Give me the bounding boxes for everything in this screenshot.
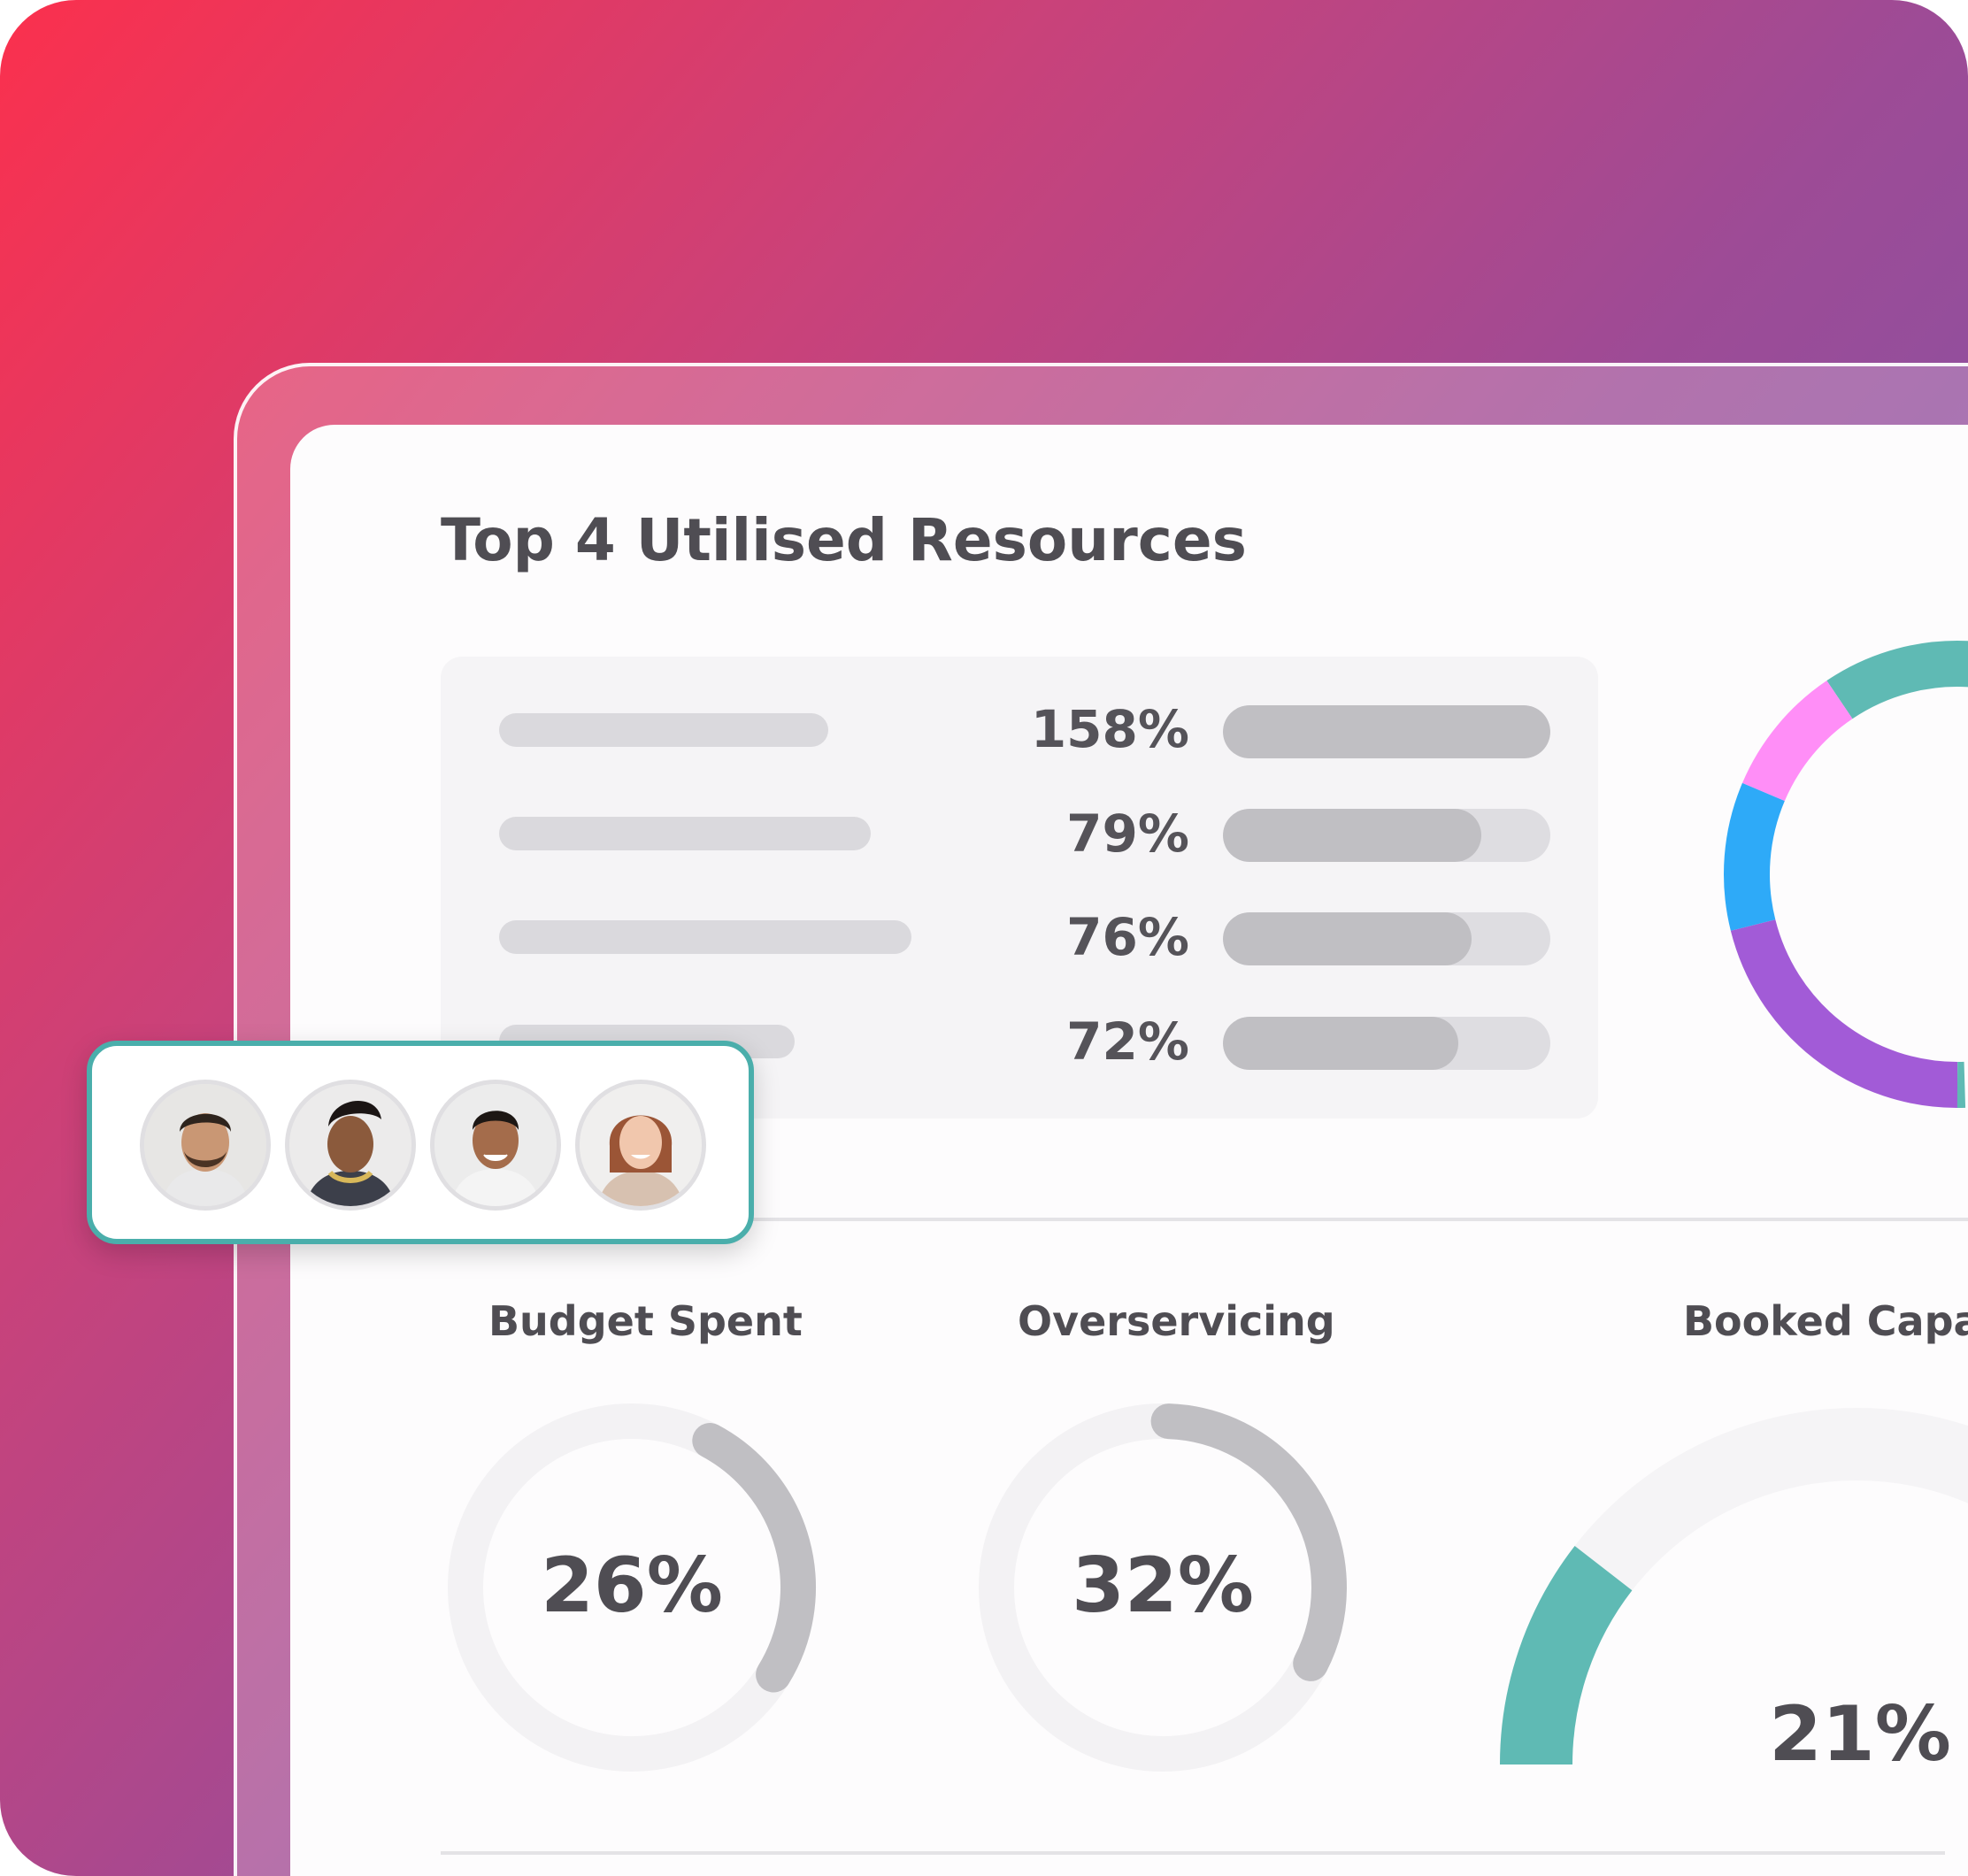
section-divider-bottom	[441, 1851, 1945, 1855]
gauge-value-booked-capacity: 21%	[1769, 1690, 1951, 1779]
resource-name-placeholder	[499, 817, 871, 850]
utilisation-bar-fill	[1223, 1017, 1459, 1070]
avatar[interactable]	[575, 1080, 706, 1211]
utilisation-bar-1	[1223, 705, 1550, 758]
donut-segment-teal	[1826, 641, 1968, 719]
gauge-label-overservicing: Overservicing	[1018, 1297, 1335, 1345]
resource-percent-2: 79%	[1066, 803, 1189, 864]
resource-percent-4: 72%	[1066, 1011, 1189, 1072]
person-avatar-icon	[580, 1084, 702, 1206]
person-avatar-icon	[289, 1084, 411, 1206]
person-avatar-icon	[434, 1084, 557, 1206]
utilisation-bar-fill	[1223, 912, 1472, 965]
resource-percent-3: 76%	[1066, 907, 1189, 967]
donut-segment-pink	[1741, 680, 1853, 802]
utilisation-bar-fill	[1223, 809, 1482, 862]
person-avatar-icon	[144, 1084, 266, 1206]
widget-title: Top 4 Utilised Resources	[441, 506, 1247, 574]
gauge-label-budget-spent: Budget Spent	[488, 1297, 803, 1345]
utilisation-bar-fill	[1223, 705, 1550, 758]
gauge-arc-budget	[692, 1423, 816, 1693]
gauge-label-booked-capacity: Booked Capac	[1683, 1297, 1968, 1345]
avatar[interactable]	[285, 1080, 416, 1211]
donut-segment-purple	[1730, 919, 1958, 1108]
utilisation-bar-4	[1223, 1017, 1550, 1070]
team-avatars-card[interactable]	[87, 1041, 754, 1244]
resource-percent-1: 158%	[1030, 699, 1189, 759]
resource-name-placeholder	[499, 713, 828, 747]
gauge-value-overservicing: 32%	[1072, 1542, 1254, 1630]
section-divider	[441, 1218, 1968, 1221]
utilisation-bar-3	[1223, 912, 1550, 965]
gauge-arc-overservicing	[1150, 1403, 1347, 1681]
utilisation-bar-2	[1223, 809, 1550, 862]
gauge-arc-booked	[1500, 1545, 1633, 1765]
avatar[interactable]	[140, 1080, 271, 1211]
avatar[interactable]	[430, 1080, 561, 1211]
donut-segment-blue	[1724, 782, 1786, 931]
resource-name-placeholder	[499, 920, 911, 954]
gauge-value-budget-spent: 26%	[541, 1542, 723, 1630]
